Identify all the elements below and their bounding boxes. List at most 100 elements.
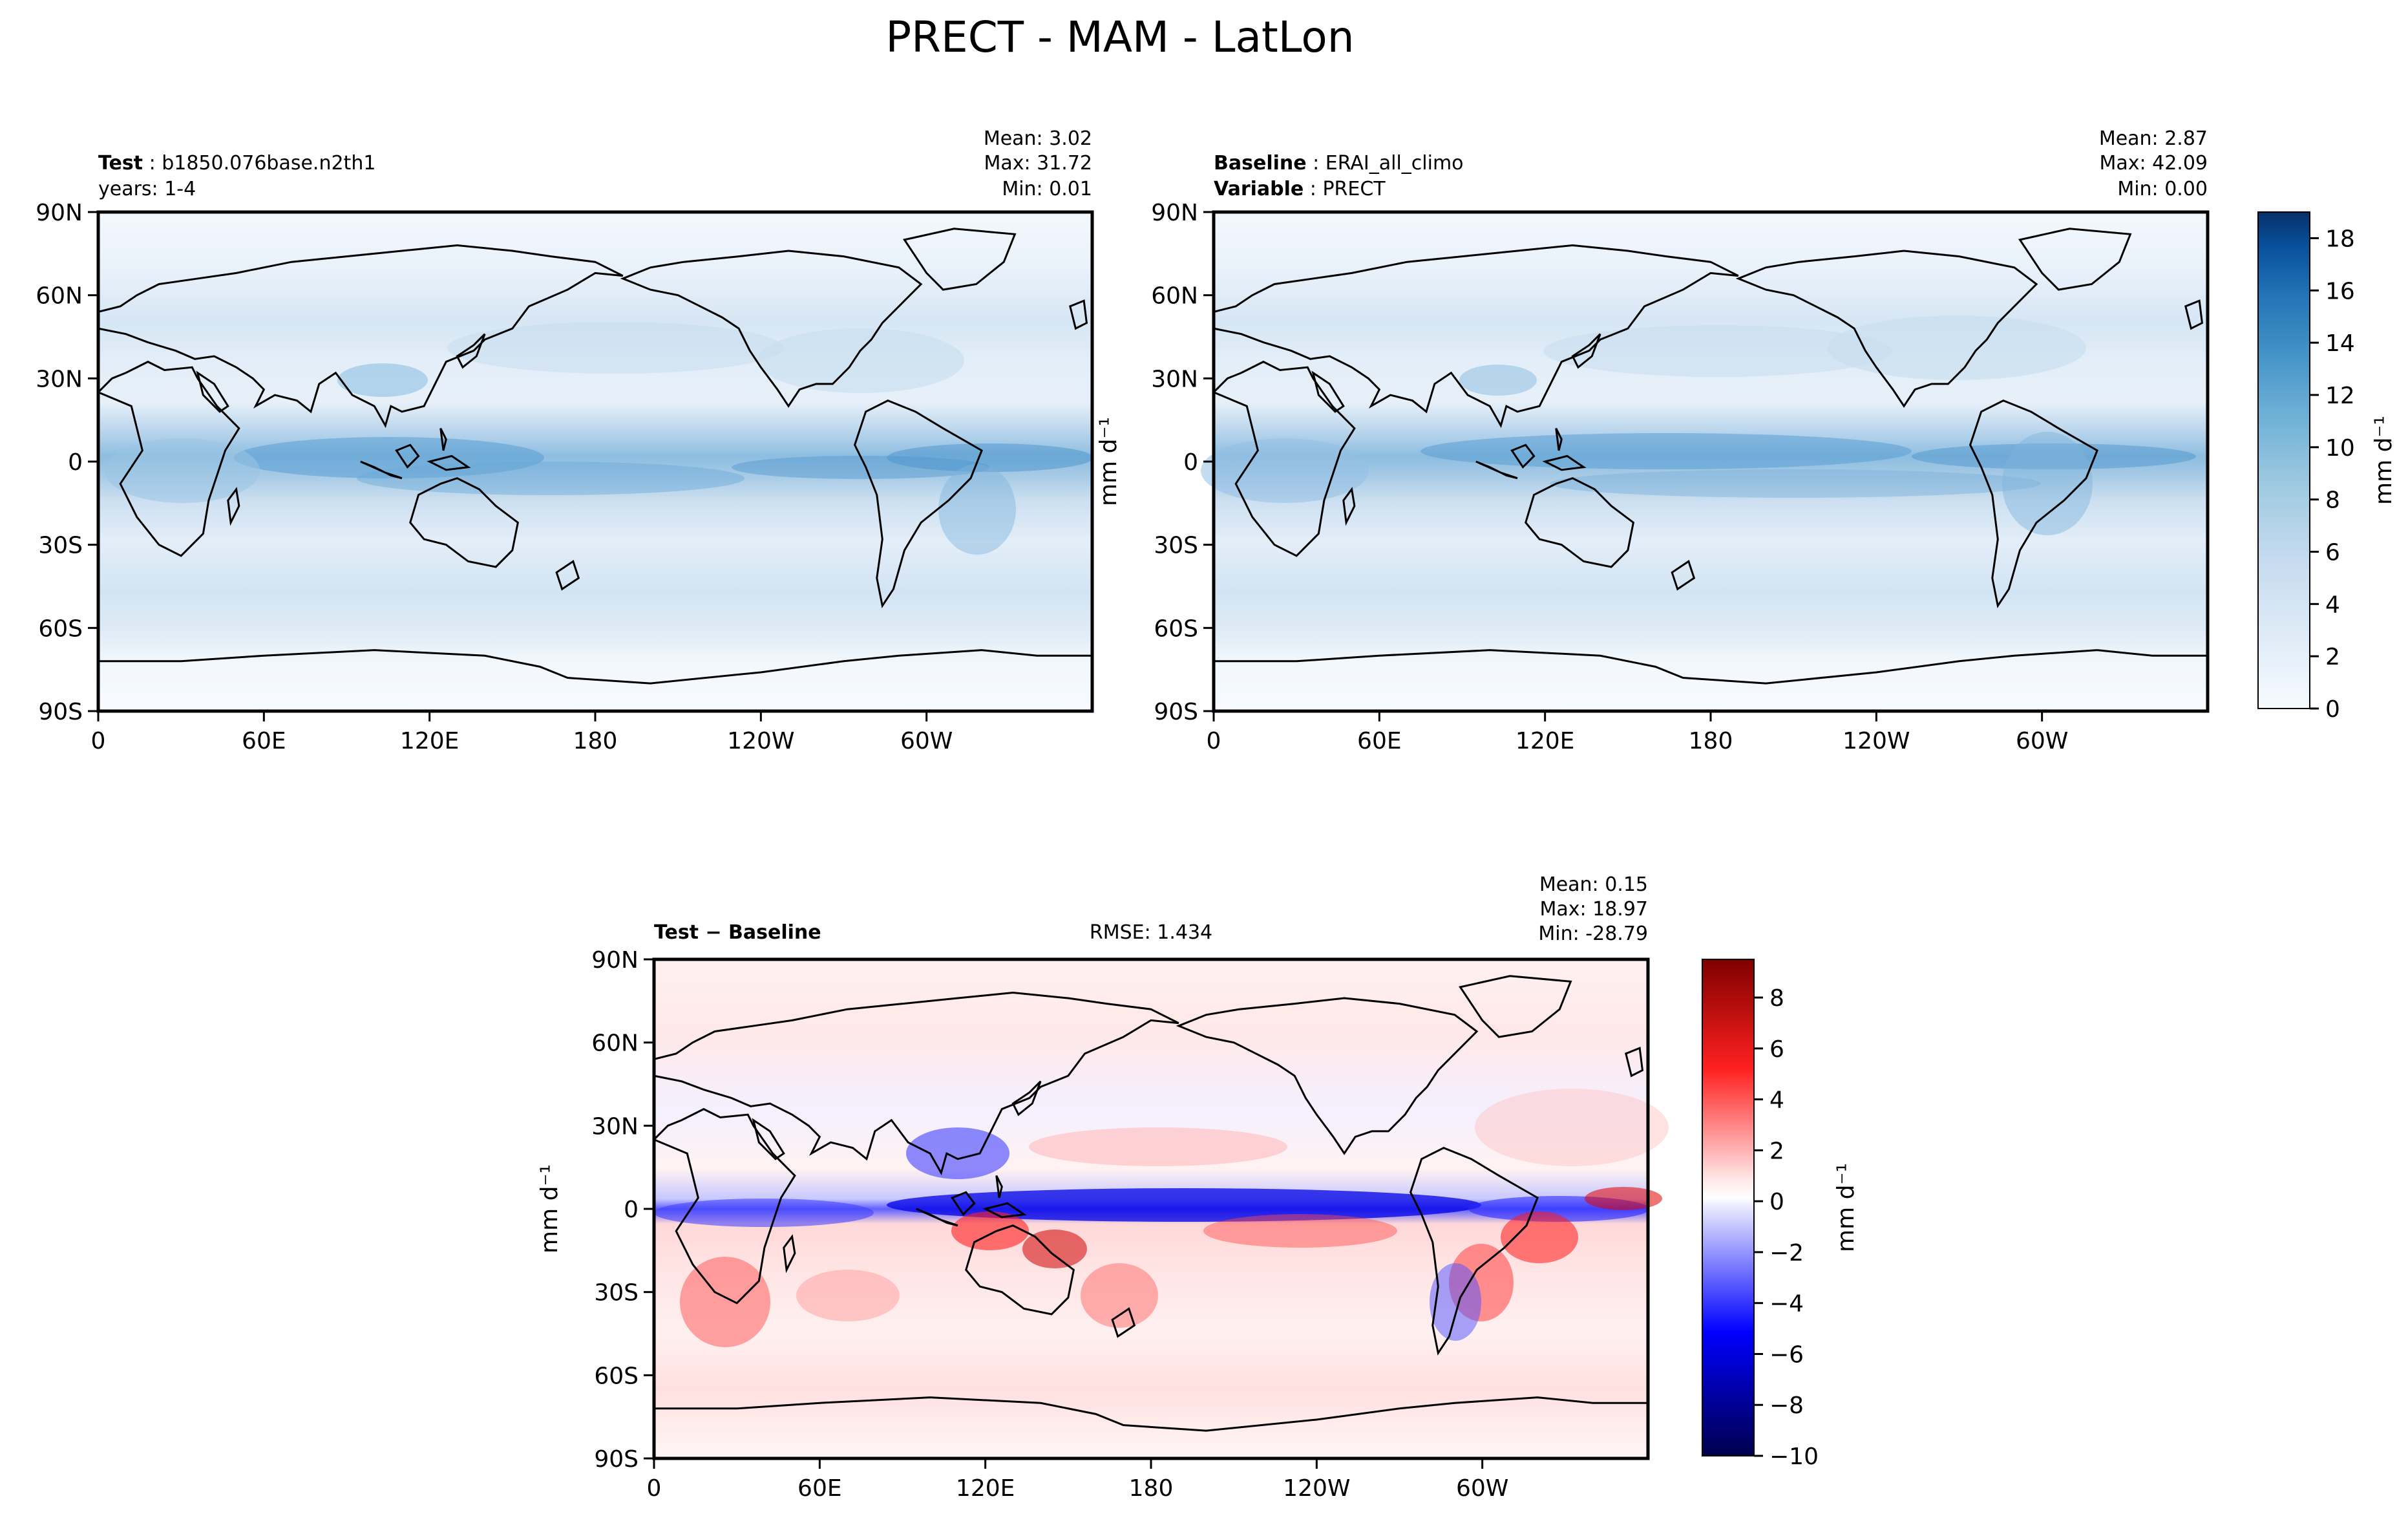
- lat-tick-label: 60N: [591, 1030, 639, 1057]
- colorbar-tick-label: 0: [1769, 1189, 1784, 1215]
- baseline-stat-mean: Mean: 2.87: [2099, 127, 2208, 150]
- lat-tick-label: 90S: [1154, 699, 1198, 725]
- lon-tick-label: 120E: [400, 728, 459, 754]
- lat-tick-label: 30N: [1151, 366, 1198, 392]
- panel-diff: 0 60E 120E 180 120W 60W 90N 60N 30N 0 30S 60S 90S: [591, 947, 1669, 1502]
- colorbar-blues: 0 2 4 6 8 10 12 14 16 18 mm d⁻¹: [2257, 211, 2397, 723]
- lat-tick-label: 60S: [38, 615, 83, 642]
- lat-tick-label: 90N: [36, 200, 83, 226]
- lat-tick-label: 60S: [1154, 615, 1198, 642]
- colorbar-tick-label: 14: [2325, 330, 2355, 357]
- lon-tick-label: 180: [573, 728, 618, 754]
- baseline-header-source: ERAI_all_climo: [1325, 152, 1464, 175]
- lon-tick-label: 60W: [2016, 728, 2068, 754]
- svg-text:Test : b1850.076base.n2th1: Test : b1850.076base.n2th1: [98, 152, 375, 175]
- lat-tick-label: 60S: [594, 1363, 639, 1389]
- colorbar-tick-label: 0: [2325, 696, 2340, 723]
- colorbar-tick-label: 8: [1769, 985, 1784, 1012]
- svg-text:Baseline : ERAI_all_climo: Baseline : ERAI_all_climo: [1214, 152, 1464, 175]
- lat-tick-label: 0: [68, 449, 83, 476]
- lon-tick-label: 60W: [900, 728, 953, 754]
- colorbar-tick-label: −6: [1769, 1341, 1804, 1368]
- test-header-bold: Test: [98, 152, 143, 175]
- lat-tick-label: 30S: [594, 1280, 639, 1306]
- colorbar-tick-label: −10: [1769, 1444, 1819, 1470]
- lon-tick-label: 120E: [956, 1475, 1015, 1502]
- test-header-years: years: 1-4: [98, 178, 196, 200]
- lon-tick-label: 120W: [727, 728, 794, 754]
- lat-tick-label: 90N: [591, 947, 639, 974]
- lon-tick-label: 120W: [1843, 728, 1910, 754]
- panel-diff-header: Test − Baseline RMSE: 1.434 Mean: 0.15 M…: [654, 873, 1648, 945]
- colorbar-tick-label: 8: [2325, 487, 2340, 514]
- baseline-header-bold: Baseline: [1214, 152, 1307, 175]
- lat-tick-label: 0: [624, 1197, 639, 1223]
- lat-tick-label: 30S: [1154, 533, 1198, 559]
- colorbar-tick-label: 6: [2325, 539, 2340, 566]
- lat-tick-label: 90S: [38, 699, 83, 725]
- colorbar-tick-label: 16: [2325, 278, 2355, 304]
- lon-tick-label: 60E: [1357, 728, 1402, 754]
- precip-patches-baseline: [1201, 315, 2196, 535]
- baseline-stat-max: Max: 42.09: [2099, 152, 2208, 175]
- colorbar-tick-label: −4: [1769, 1291, 1804, 1317]
- panel-baseline: 0 60E 120E 180 120W 60W 90N 60N 30N 0 30S 60S 90S: [1151, 200, 2210, 754]
- lon-tick-label: 60E: [242, 728, 286, 754]
- lon-tick-label: 180: [1689, 728, 1733, 754]
- test-stat-max: Max: 31.72: [984, 152, 1092, 175]
- diff-stat-max: Max: 18.97: [1539, 898, 1648, 921]
- lon-tick-label: 0: [1207, 728, 1221, 754]
- colorbar-tick-label: −8: [1769, 1392, 1804, 1419]
- figure-title: PRECT - MAM - LatLon: [885, 12, 1354, 62]
- colorbar-tick-label: 6: [1769, 1036, 1784, 1063]
- test-stat-mean: Mean: 3.02: [984, 127, 1092, 150]
- baseline-ylabel: mm d⁻¹: [1095, 417, 1122, 506]
- baseline-header-sep: :: [1307, 152, 1325, 175]
- diff-stat-min: Min: -28.79: [1538, 922, 1648, 945]
- panel-test-header: Test : b1850.076base.n2th1 years: 1-4 Me…: [98, 127, 1092, 200]
- baseline-header-sep2: :: [1304, 178, 1322, 200]
- baseline-header-variable-label: Variable: [1214, 178, 1304, 200]
- colorbar-tick-label: 12: [2325, 383, 2355, 409]
- diff-ylabel: mm d⁻¹: [536, 1164, 563, 1253]
- lon-tick-label: 60W: [1456, 1475, 1508, 1502]
- lat-tick-label: 30N: [36, 366, 83, 392]
- colorbar-tick-label: 10: [2325, 435, 2355, 462]
- colorbar-blues-label: mm d⁻¹: [2371, 416, 2397, 505]
- diff-rmse: RMSE: 1.434: [1090, 921, 1212, 944]
- colorbar-tick-label: 2: [1769, 1138, 1784, 1164]
- diff-stat-mean: Mean: 0.15: [1539, 873, 1648, 896]
- panel-baseline-header: Baseline : ERAI_all_climo Variable : PRE…: [1214, 127, 2208, 200]
- precip-patches-test: [105, 322, 1093, 555]
- lon-tick-label: 180: [1129, 1475, 1174, 1502]
- lat-tick-label: 60N: [1151, 283, 1198, 310]
- test-header-case: b1850.076base.n2th1: [162, 152, 375, 175]
- panel-test: 0 60E 120E 180 120W 60W 90N 60N 30N 0 30S 60S 90S: [36, 200, 1094, 754]
- svg-text:Variable : PRECT: Variable : PRECT: [1214, 178, 1386, 200]
- colorbar-seismic: 8 6 4 2 0 −2 −4 −6 −8 −10 mm d⁻¹: [1702, 959, 1859, 1470]
- lon-tick-label: 120W: [1283, 1475, 1350, 1502]
- colorbar-tick-label: 18: [2325, 226, 2355, 252]
- lon-tick-label: 0: [91, 728, 106, 754]
- lon-tick-label: 0: [647, 1475, 662, 1502]
- lat-tick-label: 30N: [591, 1113, 639, 1140]
- lat-tick-label: 0: [1183, 449, 1198, 476]
- colorbar-tick-label: 4: [1769, 1087, 1784, 1114]
- diff-patches: [654, 1089, 1669, 1347]
- lon-tick-label: 60E: [797, 1475, 842, 1502]
- lon-tick-label: 120E: [1516, 728, 1574, 754]
- lat-tick-label: 90S: [594, 1446, 639, 1473]
- lat-tick-label: 90N: [1151, 200, 1198, 226]
- lat-tick-label: 60N: [36, 283, 83, 310]
- baseline-header-variable: PRECT: [1322, 178, 1386, 200]
- lat-tick-label: 30S: [38, 533, 83, 559]
- colorbar-tick-label: 2: [2325, 644, 2340, 670]
- test-stat-min: Min: 0.01: [1002, 178, 1092, 200]
- diff-header-title: Test − Baseline: [654, 921, 821, 944]
- colorbar-tick-label: −2: [1769, 1240, 1804, 1266]
- baseline-stat-min: Min: 0.00: [2117, 178, 2208, 200]
- colorbar-seismic-label: mm d⁻¹: [1833, 1163, 1859, 1252]
- test-header-sep: :: [143, 152, 162, 175]
- colorbar-tick-label: 4: [2325, 592, 2340, 618]
